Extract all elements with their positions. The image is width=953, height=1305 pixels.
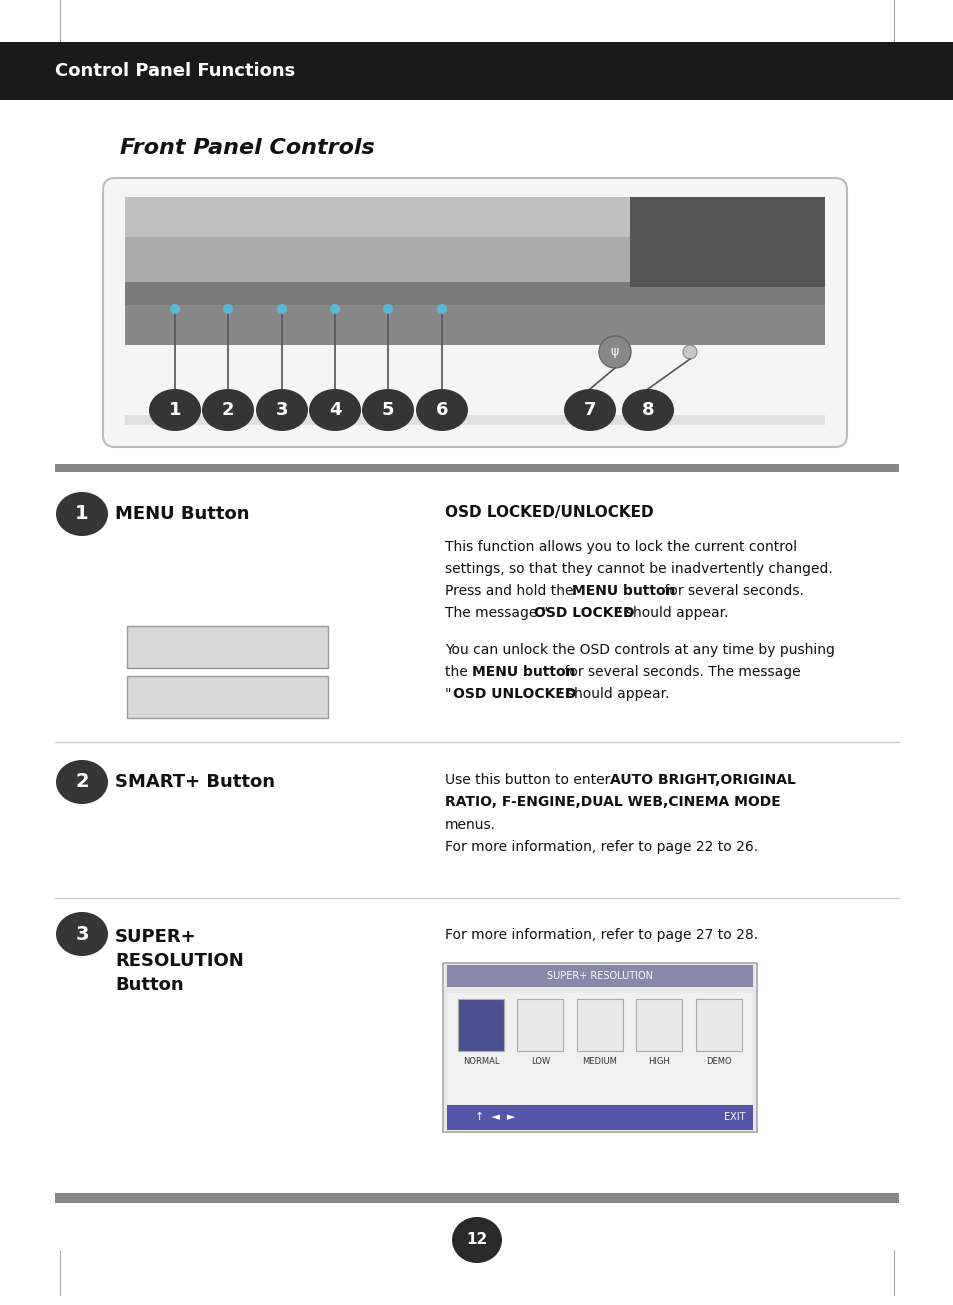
Text: MENU button: MENU button [472, 666, 575, 679]
Text: ": " [444, 686, 451, 701]
Text: 2: 2 [75, 773, 89, 792]
Ellipse shape [202, 389, 253, 431]
Text: NORMAL: NORMAL [462, 1057, 498, 1066]
Text: 12: 12 [466, 1232, 487, 1248]
Text: SUPER+ RESOLUTION: SUPER+ RESOLUTION [546, 971, 652, 981]
Text: LOW: LOW [530, 1057, 550, 1066]
Text: For more information, refer to page 27 to 28.: For more information, refer to page 27 t… [444, 928, 758, 942]
Circle shape [598, 335, 630, 368]
Text: Button: Button [115, 976, 183, 994]
Text: 1: 1 [75, 505, 89, 523]
Circle shape [382, 304, 393, 315]
Text: OSD UNLOCKED: OSD UNLOCKED [186, 692, 267, 702]
Text: " should appear.: " should appear. [615, 606, 728, 620]
Bar [125, 305, 824, 345]
Ellipse shape [56, 492, 108, 536]
Text: AUTO BRIGHT,ORIGINAL: AUTO BRIGHT,ORIGINAL [609, 773, 795, 787]
Text: This function allows you to lock the current control: This function allows you to lock the cur… [444, 540, 797, 555]
Text: MENU button: MENU button [572, 585, 675, 598]
Ellipse shape [621, 389, 673, 431]
Ellipse shape [56, 912, 108, 957]
Text: SUPER+: SUPER+ [115, 928, 196, 946]
Text: 7: 7 [583, 401, 596, 419]
Text: ↑  ◄  ►: ↑ ◄ ► [475, 1112, 515, 1122]
Text: Control Panel Functions: Control Panel Functions [55, 63, 294, 80]
Text: Front Panel Controls: Front Panel Controls [120, 138, 375, 158]
Text: Use this button to enter: Use this button to enter [444, 773, 614, 787]
FancyBboxPatch shape [127, 626, 328, 668]
Text: You can unlock the OSD controls at any time by pushing: You can unlock the OSD controls at any t… [444, 643, 834, 656]
Bar [125, 197, 824, 238]
Text: OSD LOCKED/UNLOCKED: OSD LOCKED/UNLOCKED [444, 505, 653, 519]
Text: The message ": The message " [444, 606, 548, 620]
Text: 4: 4 [329, 401, 341, 419]
Ellipse shape [149, 389, 201, 431]
Text: the: the [444, 666, 472, 679]
Bar [125, 309, 824, 328]
Text: " should appear.: " should appear. [556, 686, 669, 701]
Bar [0, 42, 953, 100]
Circle shape [223, 304, 233, 315]
Bar [629, 197, 824, 287]
Text: DEMO: DEMO [705, 1057, 731, 1066]
FancyBboxPatch shape [442, 963, 757, 1131]
Ellipse shape [416, 389, 468, 431]
FancyBboxPatch shape [577, 1000, 622, 1051]
FancyBboxPatch shape [636, 1000, 681, 1051]
Circle shape [682, 345, 697, 359]
Text: menus.: menus. [444, 818, 496, 833]
Text: 1: 1 [169, 401, 181, 419]
Bar [447, 993, 752, 1108]
Text: OSD LOCKED: OSD LOCKED [193, 642, 260, 652]
Text: SMART+ Button: SMART+ Button [115, 773, 274, 791]
Text: 3: 3 [275, 401, 288, 419]
Bar [447, 1105, 752, 1130]
Text: for several seconds. The message: for several seconds. The message [559, 666, 800, 679]
Circle shape [436, 304, 447, 315]
Bar [125, 197, 824, 282]
Text: Press and hold the: Press and hold the [444, 585, 578, 598]
Text: 5: 5 [381, 401, 394, 419]
Bar [55, 1193, 898, 1203]
Text: 6: 6 [436, 401, 448, 419]
FancyBboxPatch shape [696, 1000, 741, 1051]
Ellipse shape [309, 389, 360, 431]
Circle shape [276, 304, 287, 315]
Text: 2: 2 [221, 401, 234, 419]
Ellipse shape [452, 1218, 501, 1263]
FancyBboxPatch shape [517, 1000, 563, 1051]
Text: MEDIUM: MEDIUM [582, 1057, 617, 1066]
Bar [125, 197, 824, 345]
Text: 8: 8 [641, 401, 654, 419]
Text: EXIT: EXIT [723, 1112, 745, 1122]
Text: RATIO, F-ENGINE,DUAL WEB,CINEMA MODE: RATIO, F-ENGINE,DUAL WEB,CINEMA MODE [444, 795, 780, 809]
Text: settings, so that they cannot be inadvertently changed.: settings, so that they cannot be inadver… [444, 562, 832, 576]
Text: For more information, refer to page 22 to 26.: For more information, refer to page 22 t… [444, 840, 758, 853]
Text: OSD UNLOCKED: OSD UNLOCKED [453, 686, 576, 701]
Circle shape [170, 304, 180, 315]
Ellipse shape [361, 389, 414, 431]
Text: 3: 3 [75, 924, 89, 944]
FancyBboxPatch shape [457, 1000, 503, 1051]
Bar [55, 465, 898, 472]
Bar [125, 415, 824, 425]
Text: for several seconds.: for several seconds. [659, 585, 803, 598]
Ellipse shape [255, 389, 308, 431]
Text: MENU Button: MENU Button [115, 505, 250, 523]
Ellipse shape [563, 389, 616, 431]
Bar [447, 964, 752, 987]
FancyBboxPatch shape [127, 676, 328, 718]
Ellipse shape [56, 760, 108, 804]
Text: HIGH: HIGH [648, 1057, 670, 1066]
Text: RESOLUTION: RESOLUTION [115, 953, 244, 970]
Circle shape [330, 304, 339, 315]
FancyBboxPatch shape [103, 177, 846, 448]
Text: ψ: ψ [610, 346, 618, 359]
Text: OSD LOCKED: OSD LOCKED [534, 606, 634, 620]
